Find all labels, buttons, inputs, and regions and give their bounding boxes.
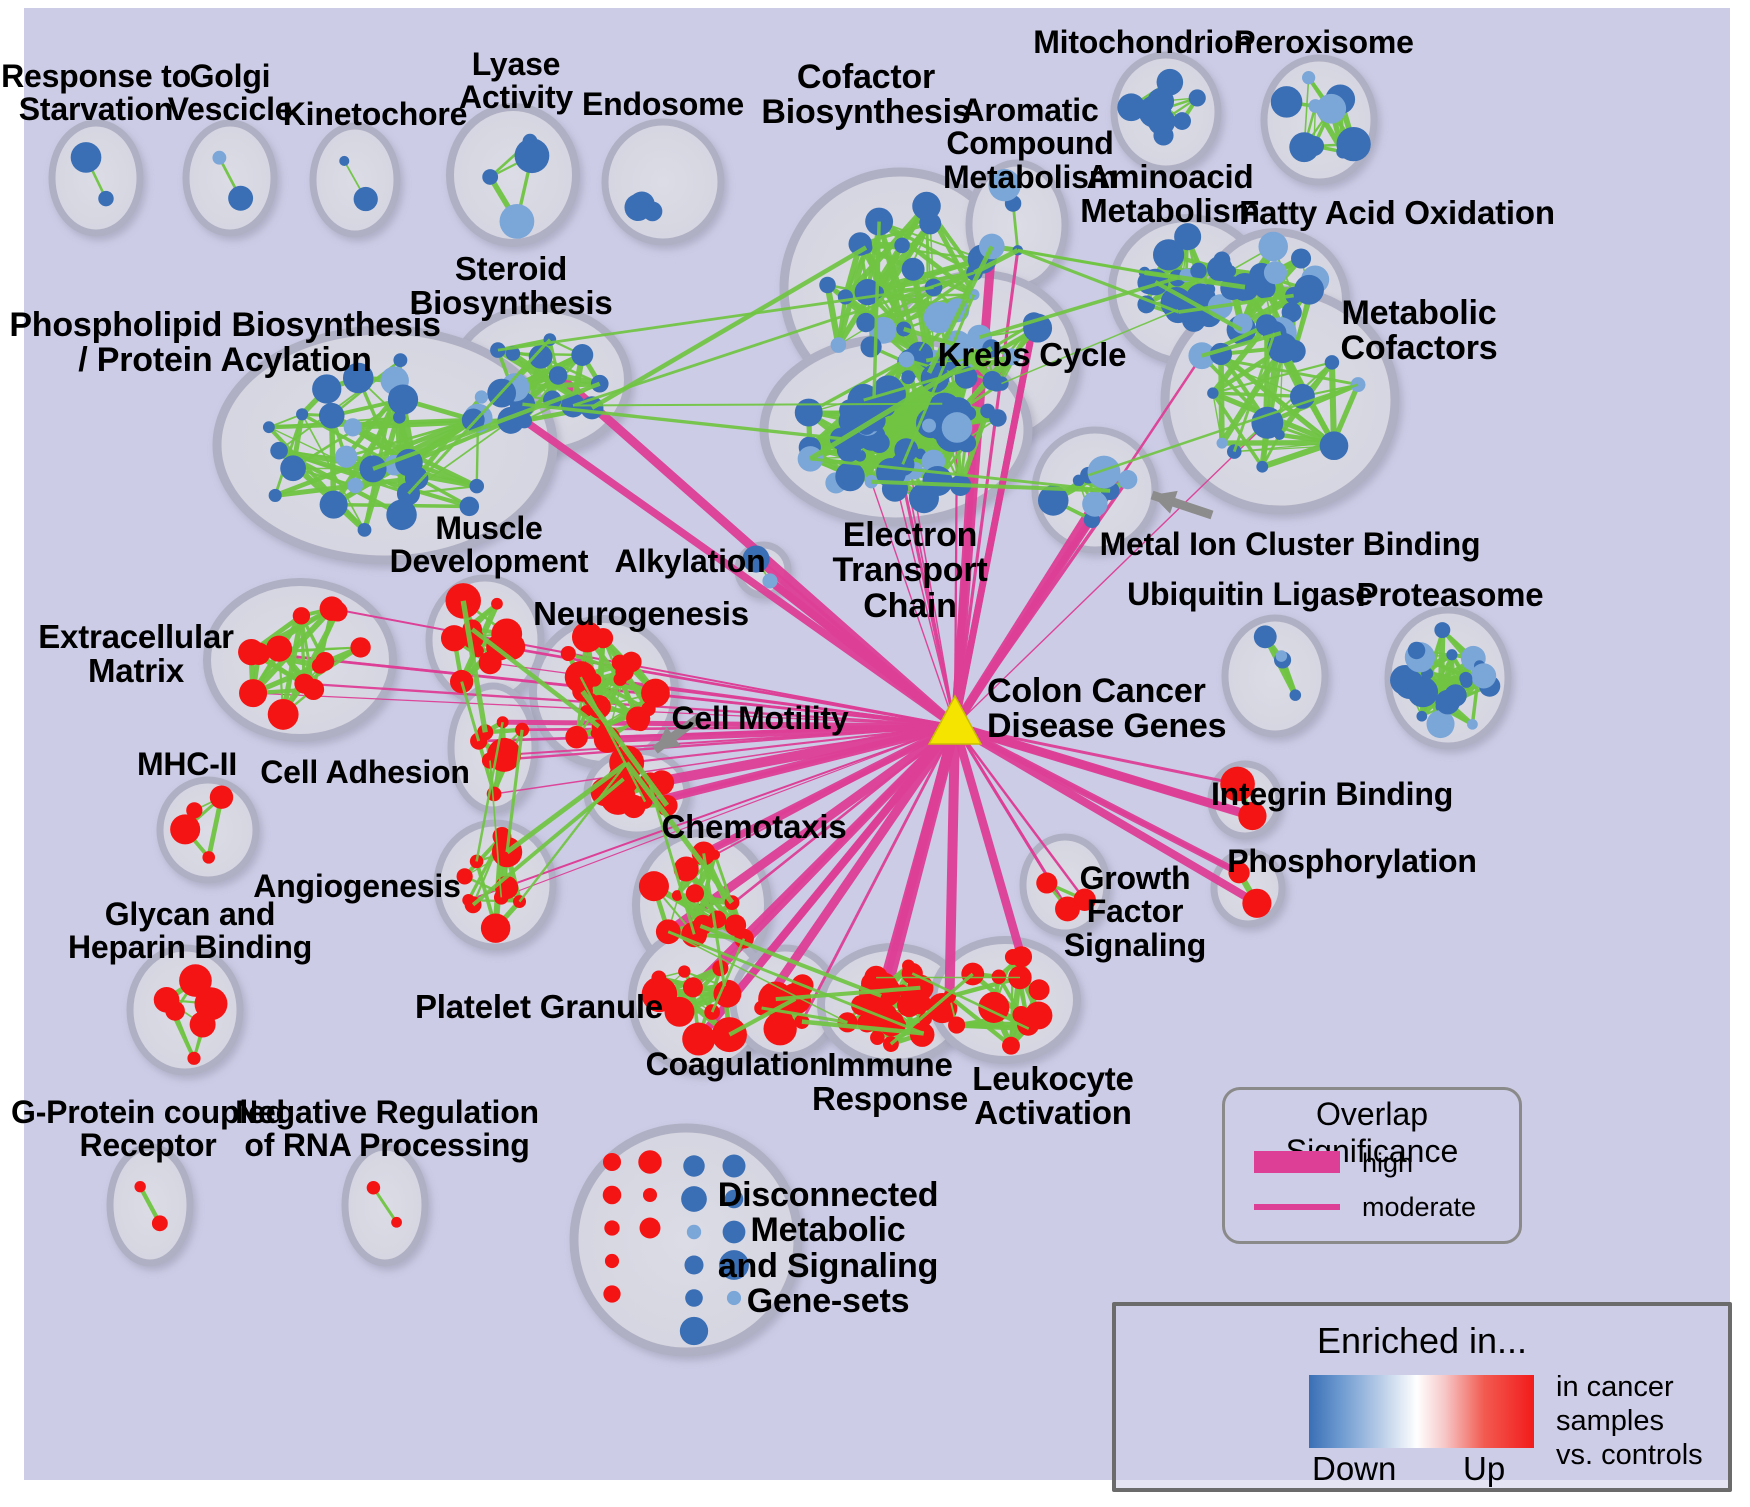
legend-color-gradient-bar xyxy=(1309,1375,1534,1448)
inter-cluster-edge-layer xyxy=(372,221,1359,1046)
legend-gradient-low-label: Down xyxy=(1312,1450,1397,1487)
annotation-arrow-layer xyxy=(652,490,1214,754)
legend-swatch-high xyxy=(1254,1151,1340,1173)
legend-swatch-moderate xyxy=(1254,1204,1340,1210)
legend-label-high: high xyxy=(1362,1148,1414,1178)
hub-node-layer xyxy=(927,694,983,745)
legend-gradient-high-label: Up xyxy=(1463,1450,1506,1487)
legend-label-moderate: moderate xyxy=(1362,1192,1477,1222)
legend-enriched-title: Enriched in... xyxy=(1316,1320,1528,1361)
legend-enriched-side-text: in cancer samples vs. controls xyxy=(1556,1371,1703,1472)
